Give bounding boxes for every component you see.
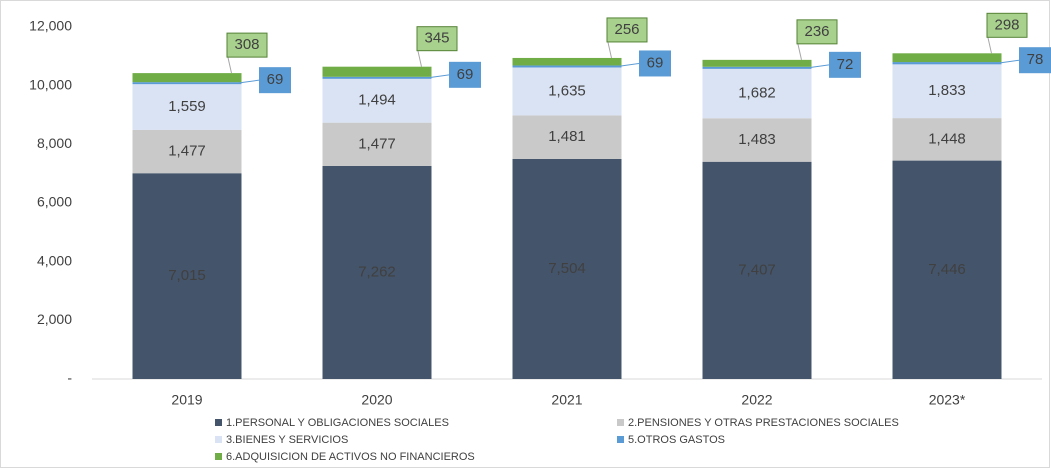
value-label: 1,477 — [168, 143, 206, 160]
value-label: 308 — [234, 36, 259, 53]
bar-segment — [892, 64, 1002, 119]
value-label: 7,446 — [928, 261, 966, 278]
value-label: 1,448 — [928, 130, 966, 147]
y-tick-label: 8,000 — [37, 135, 72, 151]
leader-line — [617, 62, 640, 67]
bar-segment — [892, 53, 1002, 63]
bar-segment — [132, 84, 242, 130]
bar-segment — [512, 158, 622, 379]
legend-swatch — [215, 419, 222, 426]
bar-segment — [322, 66, 432, 77]
value-label: 1,494 — [358, 92, 396, 109]
callout-box — [259, 67, 291, 94]
bar-segment — [702, 118, 812, 162]
bar-segment — [132, 82, 242, 85]
bar-segment — [892, 118, 1002, 161]
legend-swatch — [617, 419, 624, 426]
legend-swatch — [215, 436, 222, 443]
x-tick-label: 2023* — [929, 392, 966, 408]
value-label: 256 — [614, 21, 639, 38]
legend-label: 1.PERSONAL Y OBLIGACIONES SOCIALES — [226, 417, 449, 429]
callout-box — [226, 32, 268, 58]
value-label: 7,407 — [738, 261, 776, 278]
bar-segment — [702, 66, 812, 69]
x-tick-label: 2021 — [551, 392, 582, 408]
bar-segment — [322, 165, 432, 379]
callout-box — [829, 51, 861, 78]
leader-line — [807, 64, 830, 69]
value-label: 69 — [267, 71, 284, 88]
legend-label: 3.BIENES Y SERVICIOS — [226, 434, 348, 446]
bar-segment — [132, 129, 242, 174]
bar-segment — [132, 73, 242, 83]
x-tick-label: 2019 — [171, 392, 202, 408]
value-label: 69 — [647, 54, 664, 71]
bar-segment — [702, 161, 812, 379]
value-label: 298 — [994, 16, 1019, 33]
value-label: 1,559 — [168, 98, 206, 115]
value-label: 78 — [1027, 51, 1044, 68]
callout-box — [416, 26, 458, 52]
leader-line — [427, 74, 450, 79]
bar-segment — [892, 160, 1002, 379]
bar-segment — [512, 67, 622, 116]
value-label: 1,682 — [738, 85, 776, 102]
bar-segment — [702, 59, 812, 67]
x-tick-label: 2022 — [741, 392, 772, 408]
bar-segment — [132, 173, 242, 379]
bar-segment — [512, 57, 622, 66]
legend-label: 2.PENSIONES Y OTRAS PRESTACIONES SOCIALE… — [628, 417, 899, 429]
value-label: 7,015 — [168, 267, 206, 284]
y-tick-label: 2,000 — [37, 311, 72, 327]
y-tick-label: 4,000 — [37, 252, 72, 268]
y-tick-label: 12,000 — [29, 18, 72, 34]
callout-box — [449, 61, 481, 88]
callout-box — [796, 19, 838, 45]
value-label: 236 — [804, 23, 829, 40]
callout-box — [639, 50, 671, 77]
value-label: 69 — [457, 66, 474, 83]
value-label: 1,483 — [738, 131, 776, 148]
value-label: 1,477 — [358, 135, 396, 152]
x-tick-label: 2020 — [361, 392, 392, 408]
callout-box — [1019, 47, 1051, 74]
legend-swatch — [215, 453, 222, 460]
value-label: 1,635 — [548, 82, 586, 99]
bar-segment — [512, 65, 622, 68]
y-tick-label: - — [67, 370, 72, 386]
legend-swatch — [617, 436, 624, 443]
bar-segment — [322, 76, 432, 79]
legend-label: 5.OTROS GASTOS — [628, 434, 725, 446]
legend-label: 6.ADQUISICION DE ACTIVOS NO FINANCIEROS — [226, 451, 475, 463]
bar-segment — [702, 68, 812, 119]
y-tick-label: 6,000 — [37, 194, 72, 210]
value-label: 1,833 — [928, 82, 966, 99]
value-label: 1,481 — [548, 128, 586, 145]
y-tick-label: 10,000 — [29, 76, 72, 92]
value-label: 72 — [837, 56, 854, 73]
leader-line — [237, 79, 260, 84]
callout-box — [606, 17, 648, 43]
bar-segment — [512, 115, 622, 159]
value-label: 7,262 — [358, 263, 396, 280]
bar-segment — [322, 122, 432, 166]
leader-line — [997, 59, 1020, 64]
value-label: 345 — [424, 30, 449, 47]
callout-box — [986, 12, 1028, 38]
value-label: 7,504 — [548, 260, 586, 277]
bar-segment — [322, 78, 432, 123]
bar-segment — [892, 62, 1002, 65]
